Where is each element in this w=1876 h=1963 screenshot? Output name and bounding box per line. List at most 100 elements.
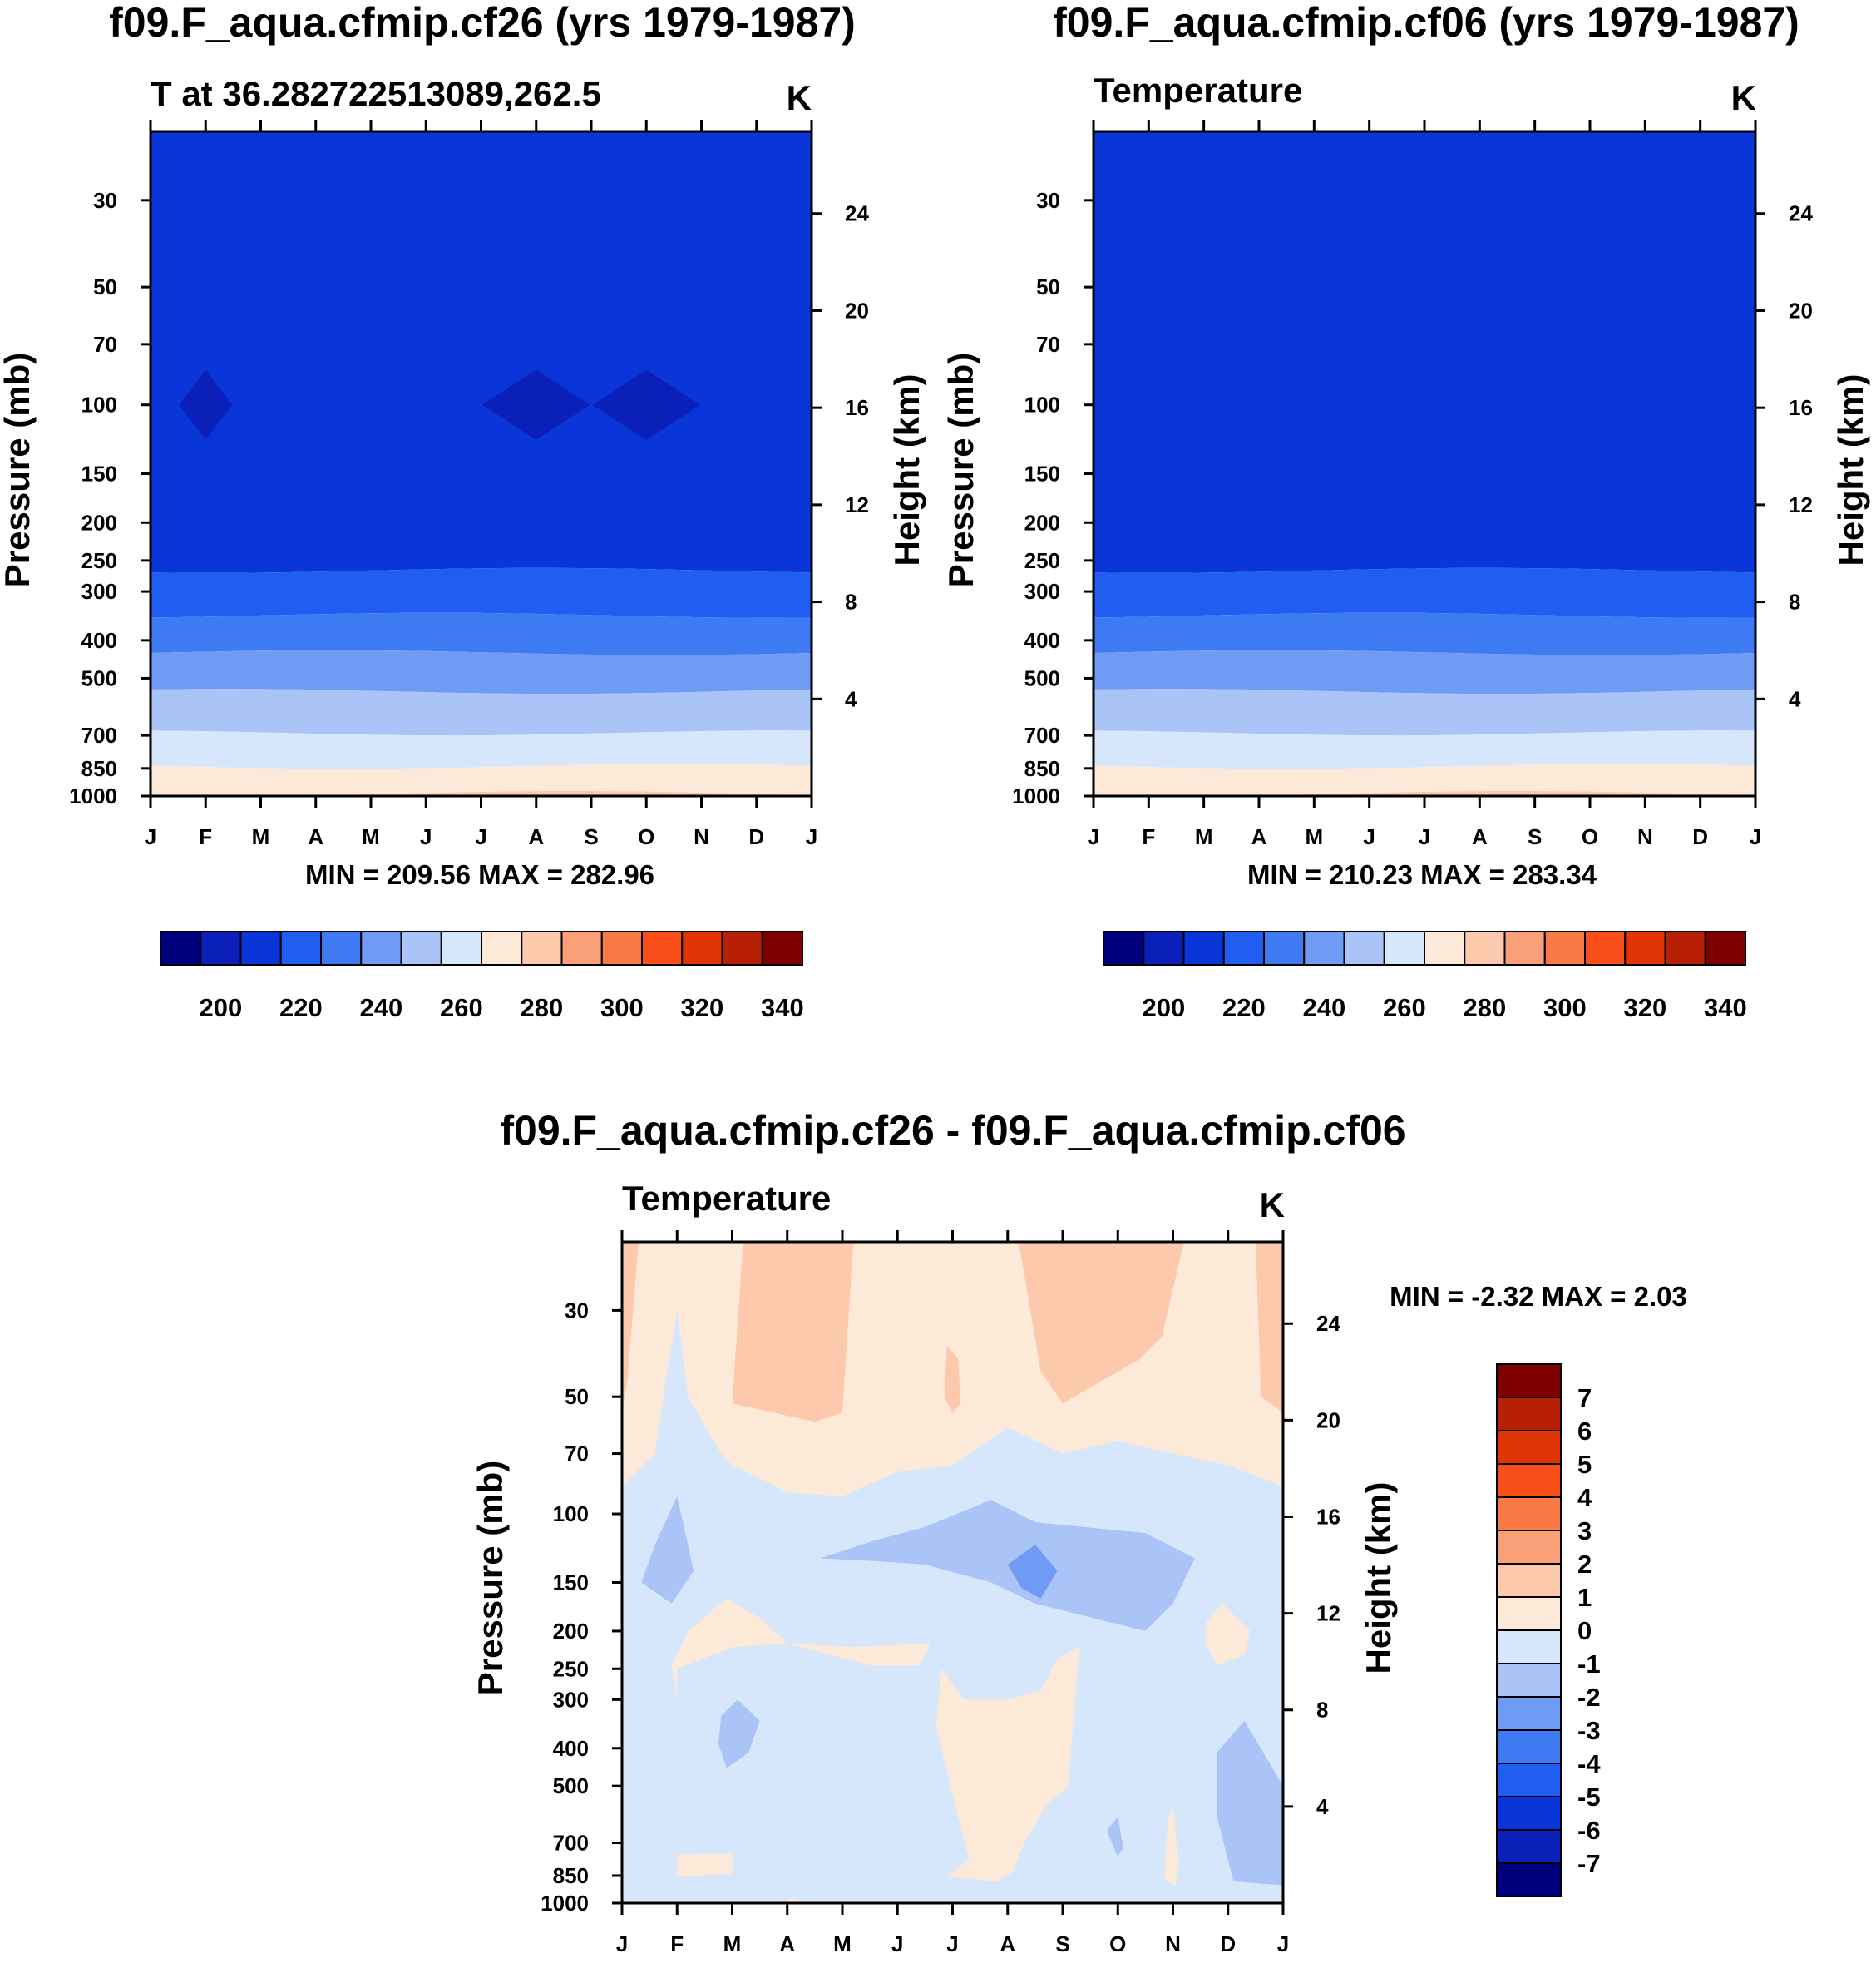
y2-tick-label: 12 bbox=[1789, 492, 1813, 517]
contour-band bbox=[1007, 1545, 1058, 1599]
y-tick-label: 70 bbox=[565, 1441, 589, 1466]
x-tick-label: A bbox=[528, 824, 544, 849]
colorbar-box bbox=[1496, 1363, 1562, 1398]
x-tick-label: J bbox=[616, 1931, 628, 1956]
y2-tick-label: 8 bbox=[1316, 1698, 1328, 1723]
y2-tick-label: 16 bbox=[1316, 1504, 1340, 1529]
colorbar-box bbox=[1496, 1530, 1562, 1565]
colorbar-label: 200 bbox=[1143, 993, 1186, 1022]
colorbar-label: 320 bbox=[681, 993, 724, 1022]
y-tick-label: 150 bbox=[553, 1570, 589, 1595]
y-tick-label: 70 bbox=[1036, 332, 1060, 357]
colorbar-box bbox=[1424, 931, 1466, 966]
colorbar-box bbox=[1182, 931, 1225, 966]
colorbar-box bbox=[360, 931, 402, 966]
panel-cf06: f09.F_aqua.cfmip.cf06 (yrs 1979-1987) Te… bbox=[941, 0, 1870, 1022]
minimum-patch bbox=[592, 369, 701, 440]
contour-band bbox=[1255, 1242, 1283, 1413]
contour-band bbox=[1164, 1805, 1179, 1886]
y-tick-label: 150 bbox=[1024, 462, 1060, 487]
colorbar-label: 3 bbox=[1577, 1516, 1592, 1545]
panel-units: K bbox=[787, 78, 812, 117]
y2-tick-label: 8 bbox=[845, 590, 857, 615]
contour-band bbox=[1019, 1242, 1184, 1404]
contour-band bbox=[671, 1598, 931, 1700]
contour-band bbox=[944, 1346, 961, 1413]
contour-band bbox=[820, 1500, 1195, 1631]
y-tick-label: 30 bbox=[565, 1298, 589, 1323]
y-tick-label: 50 bbox=[1036, 274, 1060, 299]
colorbar-label: -5 bbox=[1577, 1783, 1601, 1812]
colorbar-box bbox=[1503, 931, 1546, 966]
y2-axis-label: Height (km) bbox=[1359, 1482, 1398, 1674]
y-axis-label: Pressure (mb) bbox=[0, 353, 37, 587]
colorbar: 7 6 5 4 3 2 1 0 -1 -2 -3 -4 -5 -6 -7 bbox=[1496, 1363, 1601, 1897]
contour-band bbox=[732, 1242, 854, 1422]
y-tick-label: 50 bbox=[565, 1384, 589, 1409]
y2-tick-label: 20 bbox=[1316, 1407, 1340, 1432]
colorbar-box bbox=[440, 931, 482, 966]
y-tick-label: 700 bbox=[553, 1831, 589, 1856]
colorbar-label: 280 bbox=[1464, 993, 1507, 1022]
x-tick-label: F bbox=[1142, 824, 1155, 849]
y-tick-label: 30 bbox=[1036, 188, 1060, 213]
y-tick-label: 250 bbox=[1024, 548, 1060, 573]
x-tick-label: J bbox=[1088, 824, 1099, 849]
x-tick-label: J bbox=[891, 1931, 903, 1956]
y-tick-label: 700 bbox=[1024, 723, 1060, 748]
x-tick-label: M bbox=[1305, 824, 1323, 849]
x-tick-label: S bbox=[1528, 824, 1542, 849]
y2-tick-label: 24 bbox=[1316, 1311, 1340, 1336]
contour-band bbox=[1107, 1817, 1123, 1857]
panel-difference: f09.F_aqua.cfmip.cf26 - f09.F_aqua.cfmip… bbox=[471, 1107, 1687, 1956]
y2-tick-label: 4 bbox=[1316, 1794, 1329, 1819]
x-tick-label: A bbox=[1251, 824, 1267, 849]
colorbar-box bbox=[1496, 1430, 1562, 1465]
colorbar-box bbox=[761, 931, 803, 966]
panel-units: K bbox=[1260, 1185, 1285, 1224]
minimum-patch bbox=[481, 369, 590, 440]
y-tick-label: 850 bbox=[81, 756, 117, 781]
colorbar-label: -4 bbox=[1577, 1749, 1601, 1778]
colorbar-box bbox=[1496, 1829, 1562, 1864]
contour-band bbox=[1094, 689, 1755, 736]
x-tick-label: F bbox=[199, 824, 212, 849]
y-tick-label: 850 bbox=[1024, 756, 1060, 781]
x-tick-label: M bbox=[252, 824, 270, 849]
x-tick-label: D bbox=[748, 824, 764, 849]
x-tick-label: O bbox=[1109, 1931, 1126, 1956]
y2-tick-label: 12 bbox=[1316, 1601, 1340, 1626]
colorbar-box bbox=[1343, 931, 1385, 966]
x-tick-label: M bbox=[833, 1931, 852, 1956]
y-axis-label: Pressure (mb) bbox=[941, 353, 980, 587]
colorbar: 200 220 240 260 280 300 320 340 bbox=[1103, 931, 1747, 1022]
colorbar-box bbox=[160, 931, 202, 966]
y-tick-label: 200 bbox=[553, 1619, 589, 1644]
contour-band bbox=[1094, 650, 1755, 695]
colorbar-label: 280 bbox=[521, 993, 564, 1022]
colorbar-box bbox=[681, 931, 723, 966]
colorbar-box bbox=[1496, 1397, 1562, 1431]
colorbar-box bbox=[1496, 1629, 1562, 1664]
y-tick-label: 200 bbox=[1024, 510, 1060, 535]
x-tick-label: A bbox=[1472, 824, 1488, 849]
colorbar-box bbox=[1143, 931, 1185, 966]
y-tick-label: 400 bbox=[1024, 628, 1060, 653]
contour-band bbox=[1094, 764, 1755, 796]
x-tick-label: A bbox=[1000, 1931, 1015, 1956]
colorbar-box bbox=[481, 931, 523, 966]
y-tick-label: 500 bbox=[553, 1773, 589, 1798]
x-tick-label: S bbox=[1055, 1931, 1069, 1956]
colorbar-label: 340 bbox=[1704, 993, 1747, 1022]
y-tick-label: 70 bbox=[93, 332, 117, 357]
colorbar-box bbox=[1222, 931, 1265, 966]
contour-band bbox=[151, 650, 812, 695]
x-tick-label: J bbox=[475, 824, 486, 849]
panel-subtitle-left: T at 36.282722513089,262.5 bbox=[151, 74, 601, 113]
colorbar-box bbox=[1496, 1463, 1562, 1498]
y-tick-label: 300 bbox=[553, 1687, 589, 1712]
contour-band bbox=[1206, 1603, 1251, 1666]
x-tick-label: N bbox=[1637, 824, 1653, 849]
colorbar-box bbox=[600, 931, 643, 966]
y-tick-label: 850 bbox=[553, 1863, 589, 1888]
